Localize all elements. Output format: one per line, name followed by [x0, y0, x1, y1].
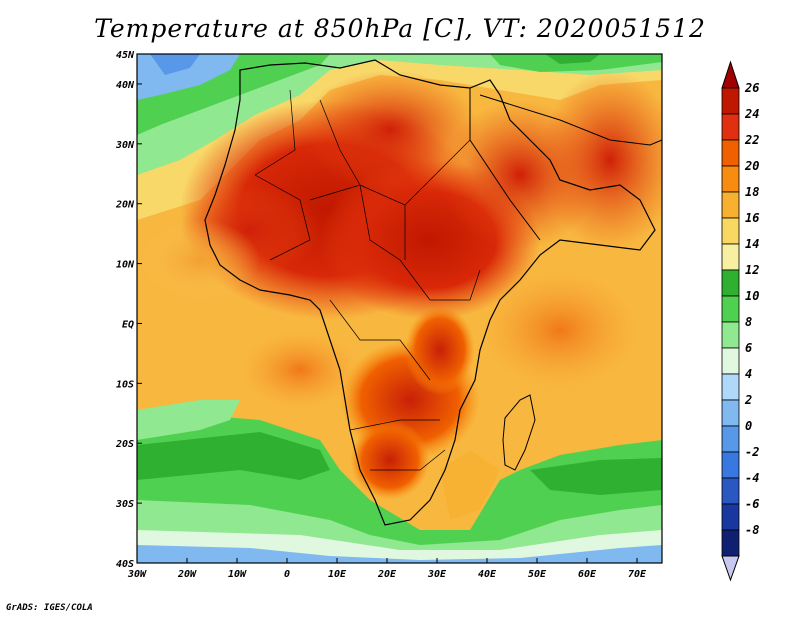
colorbar-swatch	[721, 347, 740, 375]
red-sea-coastline	[469, 88, 541, 241]
colorbar-label: 18	[745, 185, 759, 199]
map-title: Temperature at 850hPa [C], VT: 202005151…	[94, 14, 706, 43]
y-tick-label: 20N	[115, 200, 135, 211]
y-tick-label: 40S	[116, 559, 134, 570]
y-tick-label: 10N	[116, 260, 135, 271]
colorbar-label: 10	[745, 289, 759, 303]
colorbar-label: 24	[744, 107, 759, 121]
colorbar-label: -8	[745, 523, 759, 537]
colorbar-label: 2	[744, 393, 752, 407]
colorbar-swatch	[721, 113, 740, 141]
colorbar-label: 16	[745, 211, 759, 225]
x-tick-label: 20W	[177, 569, 197, 580]
x-tick-label: 10W	[228, 569, 247, 580]
x-tick-label: 30W	[127, 569, 147, 580]
x-tick-label: 50E	[528, 569, 547, 580]
colorbar-label: 6	[745, 341, 752, 355]
country-borders	[254, 89, 481, 471]
colorbar-label: 20	[744, 159, 759, 173]
colorbar-swatch	[721, 425, 740, 453]
x-tick-label: 20E	[377, 569, 397, 580]
y-tick-label: 20S	[115, 439, 134, 450]
x-tick-label: 30E	[427, 569, 447, 580]
colorbar-swatch	[721, 269, 740, 297]
colorbar-label: -2	[745, 445, 759, 459]
temperature-field	[137, 54, 662, 563]
colorbar-swatch	[721, 165, 740, 193]
colorbar-label: 8	[745, 315, 752, 329]
colorbar-top-arrow	[721, 60, 740, 89]
footer-credit: GrADS: IGES/COLA	[6, 603, 93, 613]
x-tick-label: 10E	[328, 569, 347, 580]
y-tick-label: 30S	[115, 499, 134, 510]
colorbar-label: -6	[745, 497, 759, 511]
colorbar-swatch	[721, 373, 740, 401]
colorbar-swatch	[721, 87, 740, 115]
madagascar-coastline	[502, 394, 536, 471]
colorbar-swatch	[721, 451, 740, 479]
colorbar-label: 12	[745, 263, 759, 277]
y-tick-label: 10S	[116, 379, 134, 390]
colorbar-label: 4	[745, 367, 752, 381]
colorbar-swatch	[721, 399, 740, 427]
x-tick-label: 40E	[478, 569, 497, 580]
colorbar-swatch	[721, 217, 740, 245]
colorbar-bottom-arrow	[721, 555, 740, 582]
colorbar-swatch	[721, 503, 740, 531]
colorbar-swatch	[721, 321, 740, 349]
arabia-coastline	[479, 94, 663, 146]
colorbar-swatch	[721, 529, 740, 557]
colorbar-label: -4	[745, 471, 759, 485]
colorbar-swatch	[721, 243, 740, 271]
colorbar-swatch	[721, 139, 740, 167]
x-tick-label: 0	[284, 569, 290, 580]
colorbar-label: 14	[745, 237, 759, 251]
y-tick-label: 40N	[116, 80, 135, 91]
colorbar-swatch	[721, 295, 740, 323]
y-tick-label: EQ	[122, 319, 134, 330]
africa-coastline	[204, 59, 656, 526]
x-tick-label: 70E	[628, 569, 647, 580]
map-frame	[136, 53, 663, 564]
y-tick-label: 30N	[115, 140, 135, 151]
x-axis: 30W 20W 10W 0 10E 20E 30E 40E 50E 60E 70E	[127, 558, 647, 580]
colorbar-label: 22	[744, 133, 759, 147]
y-axis: 45N 40N 30N 20N 10N EQ 10S 20S 30S 40S	[115, 50, 142, 570]
x-tick-label: 60E	[578, 569, 597, 580]
y-tick-label: 45N	[116, 50, 135, 61]
colorbar-label: 26	[744, 81, 759, 95]
colorbar-swatch	[721, 477, 740, 505]
colorbar-label: 0	[745, 419, 752, 433]
colorbar-swatch	[721, 191, 740, 219]
